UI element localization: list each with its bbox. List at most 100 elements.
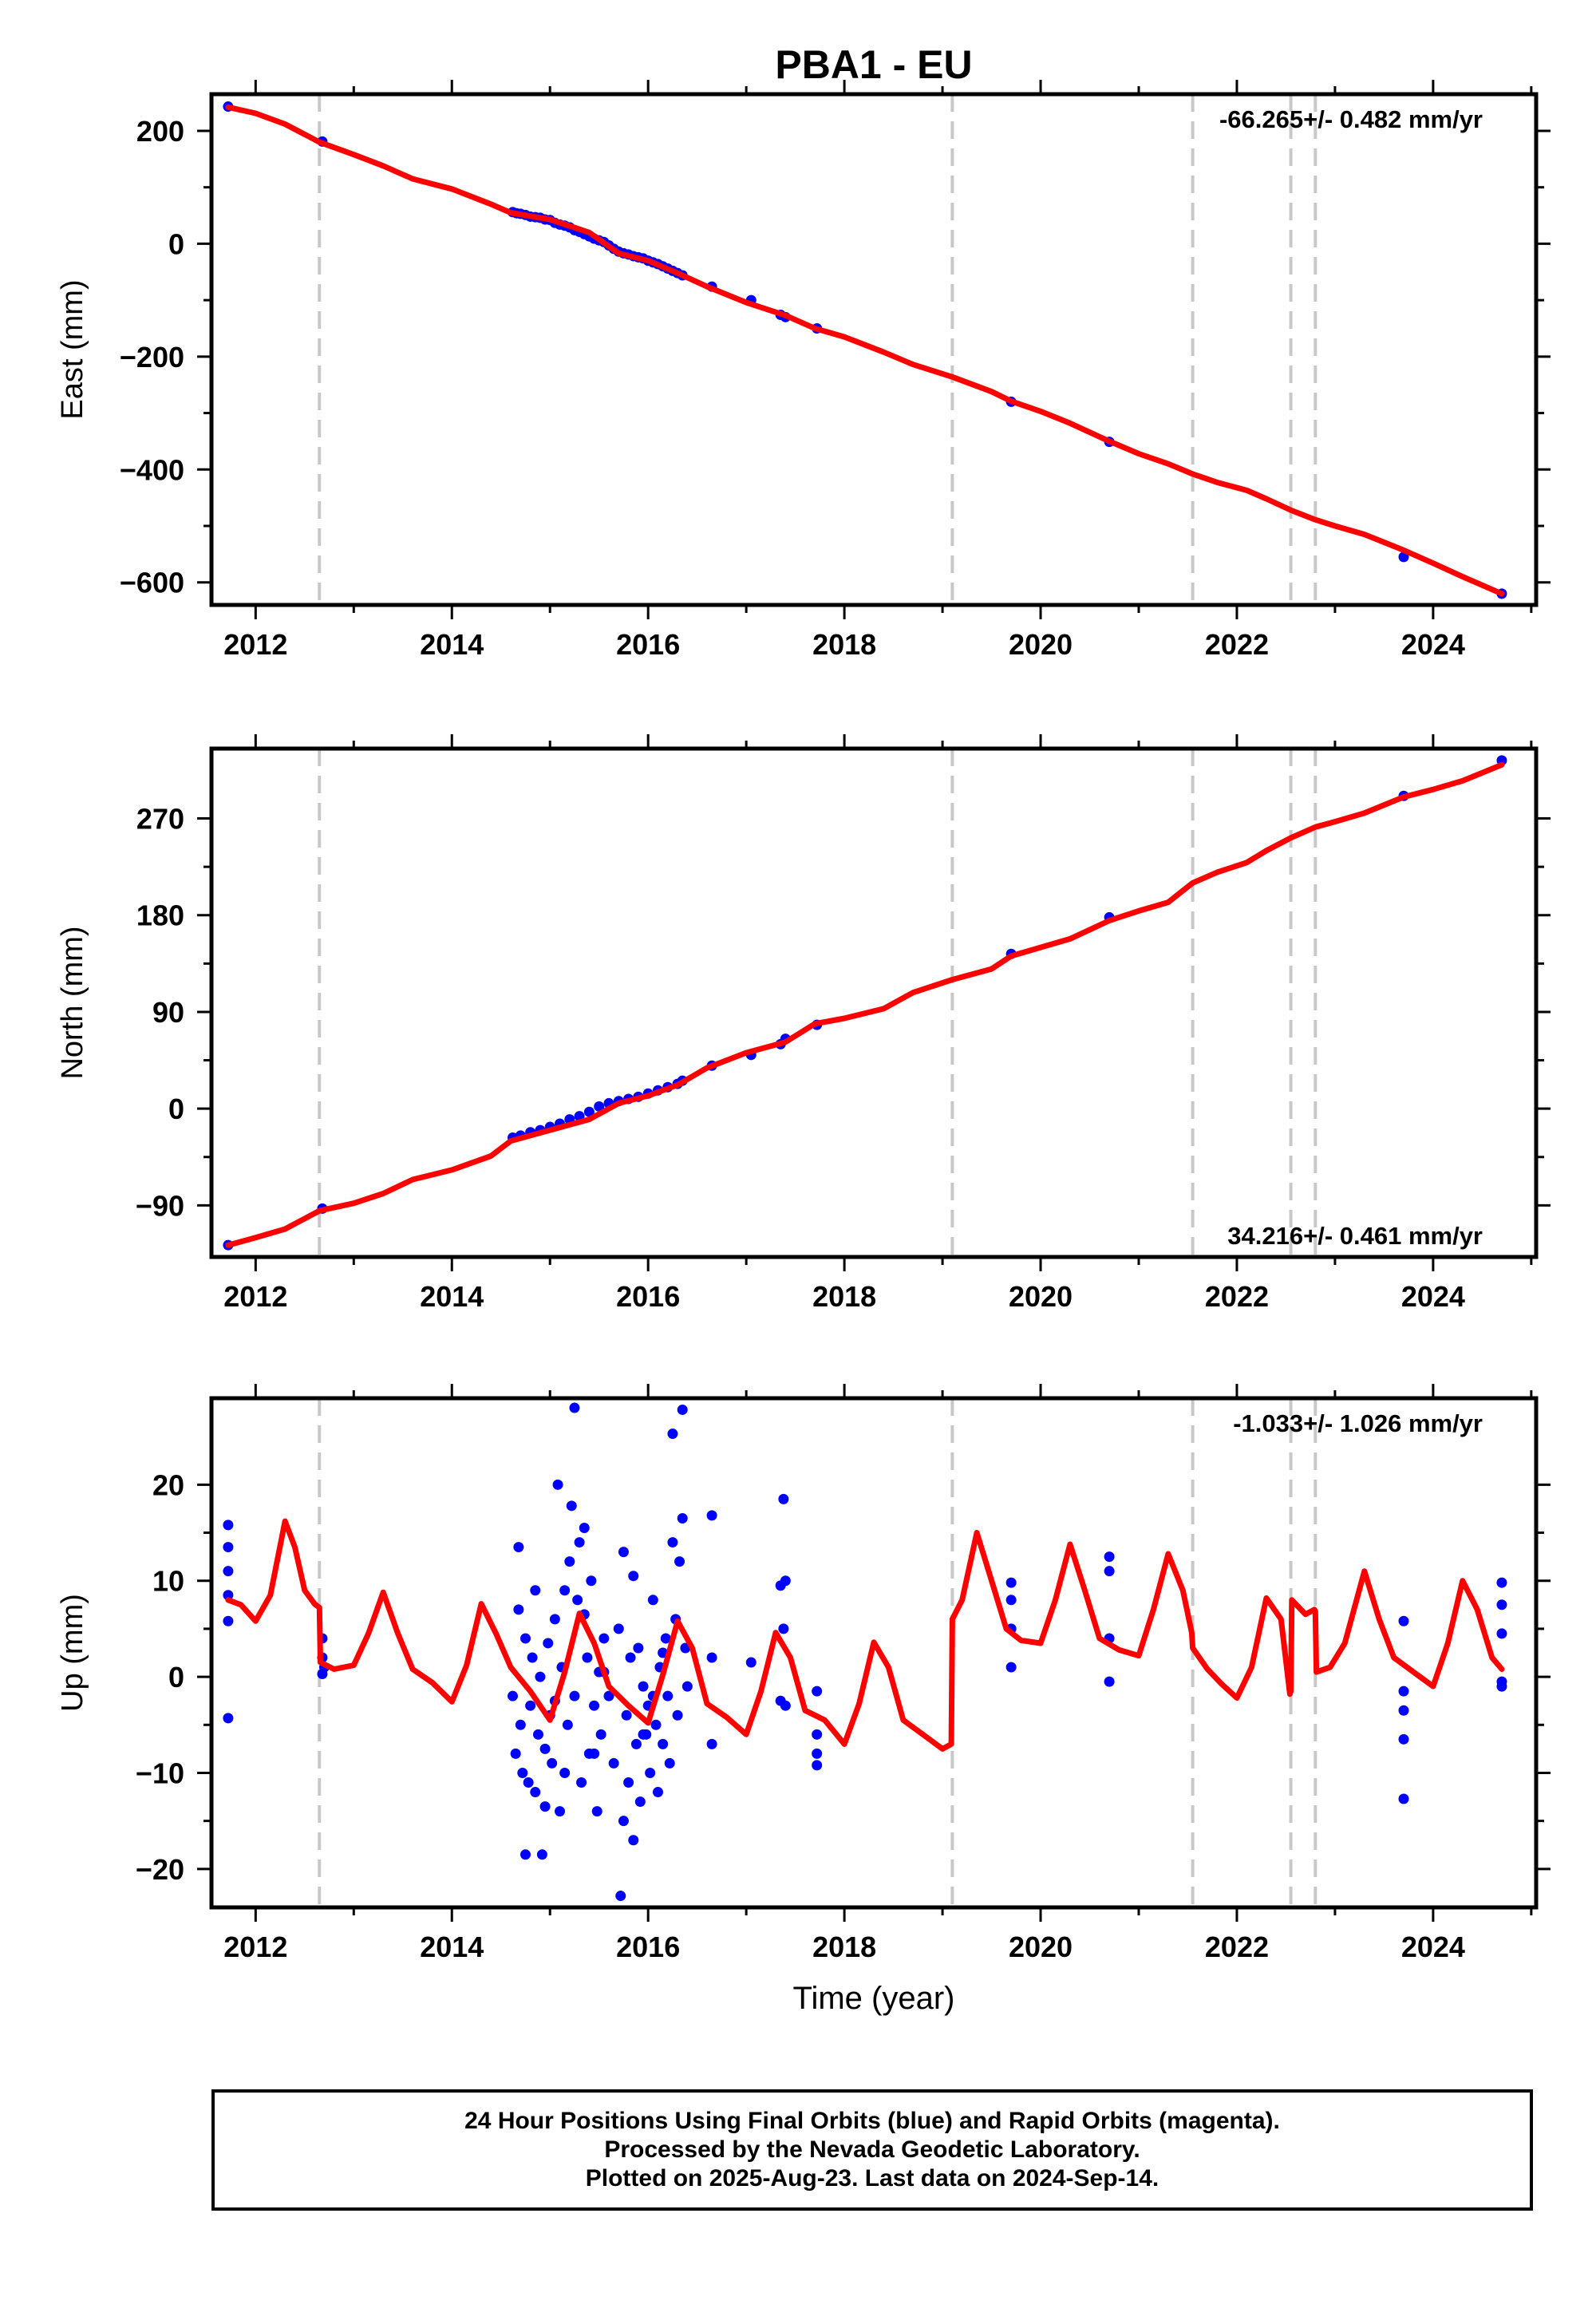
model-line: [225, 104, 1505, 597]
data-point: [667, 1429, 678, 1440]
data-point: [1496, 1628, 1507, 1639]
data-point: [664, 1757, 675, 1769]
y-tick-label: 0: [168, 1661, 184, 1694]
data-point: [778, 1493, 789, 1504]
data-point: [1398, 1733, 1409, 1745]
data-point: [523, 1777, 534, 1788]
figure-title: PBA1 - EU: [775, 42, 972, 87]
data-point: [519, 1849, 531, 1860]
data-point: [223, 1615, 234, 1626]
data-point: [591, 1806, 602, 1817]
y-tick-label: 180: [136, 899, 184, 932]
data-point: [672, 1709, 683, 1721]
x-tick-label: 2012: [223, 1931, 287, 1963]
data-point: [812, 1748, 823, 1759]
data-point: [780, 1700, 791, 1711]
data-point: [1104, 1551, 1115, 1563]
plot-frame: [209, 1396, 1539, 1910]
data-point: [539, 1801, 551, 1812]
data-point: [539, 1743, 551, 1754]
footer-line-3: Plotted on 2025-Aug-23. Last data on 202…: [585, 2165, 1159, 2192]
data-point: [1005, 1662, 1017, 1673]
x-tick-label: 2016: [616, 1931, 680, 1963]
y-tick-label: −400: [120, 453, 184, 486]
data-point: [645, 1767, 656, 1778]
data-point: [1398, 1793, 1409, 1804]
x-tick-label: 2018: [812, 1280, 876, 1313]
footer-caption: 24 Hour Positions Using Final Orbits (bl…: [211, 2089, 1533, 2211]
x-tick-label: 2014: [420, 628, 484, 661]
data-point: [667, 1537, 678, 1548]
data-point: [594, 1101, 605, 1112]
data-point: [589, 1700, 600, 1711]
data-point: [513, 1604, 524, 1615]
data-point: [513, 1542, 524, 1553]
plot-frame: [209, 746, 1539, 1259]
velocity-label: -1.033+/- 1.026 mm/yr: [1233, 1409, 1483, 1437]
data-point: [598, 1633, 610, 1644]
x-tick-label: 2016: [616, 628, 680, 661]
data-point: [630, 1738, 642, 1749]
y-tick-label: −10: [136, 1757, 184, 1789]
data-point: [566, 1500, 577, 1512]
x-axis-label: Time (year): [793, 1981, 955, 2016]
data-point: [1005, 1595, 1017, 1606]
x-tick-label: 2022: [1205, 628, 1269, 661]
y-tick-label: 0: [168, 1093, 184, 1125]
x-tick-label: 2014: [420, 1931, 484, 1963]
plot-area: [223, 94, 1507, 605]
velocity-label: -66.265+/- 0.482 mm/yr: [1219, 105, 1483, 133]
data-point: [638, 1681, 649, 1692]
y-axis-label: Up (mm): [56, 1594, 89, 1712]
y-axis-label: North (mm): [56, 926, 89, 1079]
data-point: [1398, 1705, 1409, 1716]
x-tick-label: 2024: [1401, 1931, 1465, 1963]
data-point: [812, 1760, 823, 1771]
y-tick-label: −600: [120, 567, 184, 599]
data-point: [660, 1633, 671, 1644]
x-tick-label: 2018: [812, 628, 876, 661]
velocity-label: 34.216+/- 0.461 mm/yr: [1227, 1222, 1483, 1250]
data-point: [621, 1709, 632, 1721]
data-point: [650, 1719, 662, 1730]
data-point: [515, 1719, 526, 1730]
data-point: [658, 1738, 669, 1749]
data-point: [525, 1700, 536, 1711]
data-point: [652, 1787, 663, 1798]
data-point: [576, 1777, 587, 1788]
data-point: [517, 1767, 528, 1778]
data-point: [603, 1690, 614, 1701]
data-point: [608, 1757, 619, 1769]
data-point: [615, 1891, 626, 1902]
data-point: [507, 1690, 518, 1701]
data-point: [633, 1642, 644, 1654]
x-tick-label: 2022: [1205, 1280, 1269, 1313]
data-point: [638, 1729, 649, 1740]
data-point: [536, 1849, 547, 1860]
footer-line-2: Processed by the Nevada Geodetic Laborat…: [604, 2136, 1140, 2163]
data-point: [1398, 1686, 1409, 1697]
data-point: [223, 1713, 234, 1724]
data-point: [1496, 1599, 1507, 1611]
data-point: [510, 1748, 521, 1759]
data-point: [1398, 1615, 1409, 1626]
y-tick-label: −200: [120, 341, 184, 373]
data-point: [564, 1556, 575, 1567]
y-tick-label: 10: [152, 1565, 184, 1598]
model-line: [225, 761, 1505, 1248]
x-tick-label: 2012: [223, 628, 287, 661]
data-point: [530, 1787, 541, 1798]
data-point: [613, 1623, 624, 1634]
y-tick-label: −90: [136, 1189, 184, 1222]
data-point: [549, 1614, 560, 1625]
x-tick-label: 2020: [1009, 628, 1073, 661]
y-tick-label: −20: [136, 1853, 184, 1886]
data-point: [569, 1690, 580, 1701]
data-point: [677, 1404, 688, 1415]
data-point: [572, 1595, 583, 1606]
data-point: [618, 1547, 629, 1558]
data-point: [562, 1719, 573, 1730]
data-point: [527, 1652, 538, 1663]
data-point: [583, 1106, 595, 1117]
